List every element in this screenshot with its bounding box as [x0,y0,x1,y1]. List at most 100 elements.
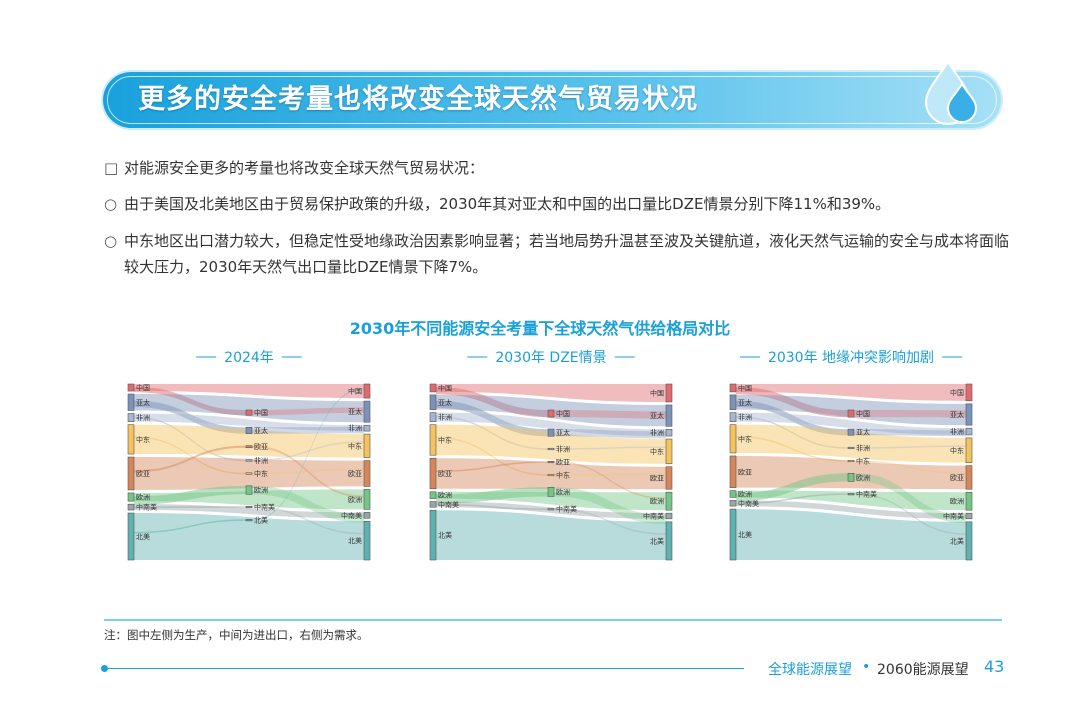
trade-node [847,409,855,418]
demand-node-label: 非洲 [650,428,664,437]
source-node [729,455,737,488]
flow [436,503,548,510]
flow [252,445,364,498]
demand-node-label: 欧亚 [650,473,664,482]
footer-right: 2060能源展望 [877,662,969,678]
trade-node-label: 欧亚 [254,442,268,451]
flow [436,461,548,472]
flow [252,426,364,434]
demand-node-label: 中东 [950,446,964,455]
trade-node-label: 中南美 [856,490,877,499]
demand-node-label: 欧洲 [348,495,362,504]
demand-node-label: 亚太 [650,411,664,420]
source-node-label: 非洲 [738,413,752,422]
demand-node [665,383,673,403]
source-node [429,491,437,499]
source-node-label: 非洲 [136,413,150,422]
source-node-label: 中国 [438,383,452,392]
demand-node-label: 非洲 [348,424,362,433]
trade-node-label: 亚太 [556,428,570,437]
demand-node [363,383,371,399]
trade-node-label: 非洲 [254,456,268,465]
source-node [429,501,437,508]
trade-node-label: 中东 [556,471,570,480]
trade-node-label: 亚太 [254,426,268,435]
trade-node-label: 中国 [556,409,570,418]
flow [134,416,246,462]
demand-node [665,491,673,511]
flow [554,473,666,476]
flow [134,400,246,434]
flow [436,487,548,504]
demand-node-label: 北美 [348,536,362,545]
trade-node-label: 中国 [254,408,268,417]
flow [854,445,966,449]
panel-title: 2030年 DZE情景 [495,350,606,366]
trade-node [245,519,253,522]
source-node [429,383,437,393]
flow [134,424,364,458]
demand-node [665,429,673,437]
bullet-text: 对能源安全更多的考量也将改变全球天然气贸易状况： [124,159,485,177]
flow [736,384,966,401]
trade-node-label: 欧洲 [254,486,268,495]
flow [736,435,848,462]
demand-node [965,383,973,402]
trade-node [547,460,555,464]
bullet-marker: □ [104,159,119,177]
demand-node-label: 中南美 [643,512,664,521]
source-node-label: 北美 [438,531,452,540]
source-node [127,393,135,411]
flow [854,473,966,524]
trade-node [847,472,855,482]
trade-node-label: 非洲 [556,445,570,454]
demand-node [965,403,973,426]
source-node [127,383,135,392]
drop-icon [924,60,978,125]
source-node-label: 亚太 [438,398,452,407]
demand-node-label: 欧洲 [950,497,964,506]
source-node-label: 欧洲 [438,491,452,500]
flow [554,461,666,500]
source-node [729,500,737,507]
trade-node [245,506,253,509]
trade-node-label: 中东 [856,457,870,466]
source-node-label: 中南美 [136,503,157,512]
trade-node-label: 欧洲 [556,487,570,496]
bullet-marker: ○ [104,232,118,250]
trade-node [245,426,253,434]
source-node [429,394,437,410]
flow [134,445,246,473]
flow [134,513,364,560]
demand-node [363,460,371,487]
trade-node [547,409,555,418]
flow [554,508,666,535]
bullet-text: 由于美国及北美地区由于贸易保护政策的升级，2030年其对亚太和中国的出口量比DZ… [124,195,891,213]
source-node-label: 非洲 [438,413,452,422]
trade-node [847,428,855,436]
demand-node-label: 中国 [348,387,362,396]
bullet-marker: ○ [104,195,118,213]
trade-node-label: 欧洲 [856,473,870,482]
flow [134,413,364,432]
trade-node-label: 欧亚 [556,458,570,467]
flow [134,519,246,534]
source-node-label: 欧亚 [438,469,452,478]
source-node [729,490,737,498]
source-node-label: 北美 [136,532,150,541]
source-node-label: 中国 [738,383,752,392]
trade-node [245,409,253,416]
flow [436,400,548,437]
demand-node [665,512,673,520]
flow [134,485,246,505]
flow [854,429,966,437]
flow [436,510,666,560]
demand-node-label: 中南美 [341,511,362,520]
source-node [429,509,437,561]
flow [854,410,966,418]
flow [554,487,666,525]
trade-node [847,493,855,496]
demand-node [965,521,973,561]
trade-node [547,447,555,451]
